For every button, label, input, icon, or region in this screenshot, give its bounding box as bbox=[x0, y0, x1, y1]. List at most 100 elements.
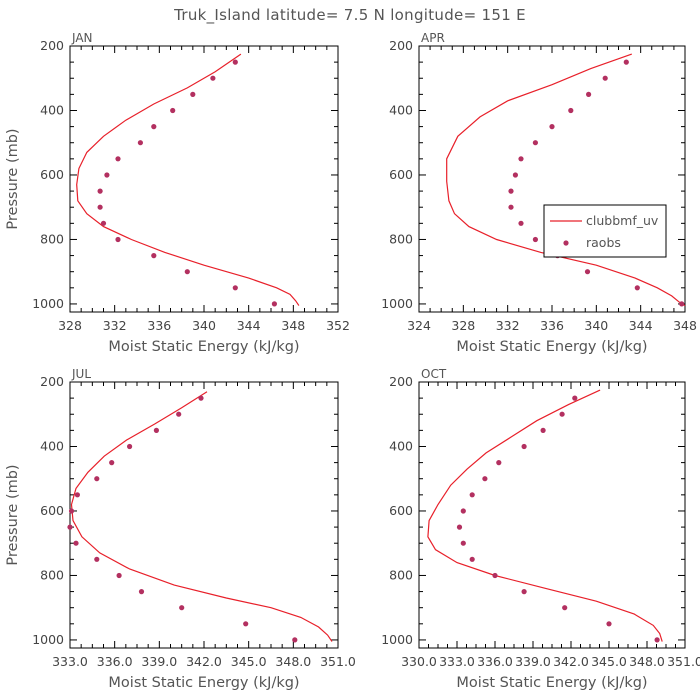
x-tick-label: 339.0 bbox=[515, 654, 551, 669]
obs-point bbox=[586, 91, 592, 97]
legend-label-obs: raobs bbox=[586, 235, 621, 250]
obs-point bbox=[94, 476, 100, 482]
panel-label: APR bbox=[421, 31, 445, 45]
y-tick-label: 1000 bbox=[32, 296, 64, 311]
legend-point-swatch bbox=[563, 240, 569, 246]
obs-point bbox=[198, 395, 204, 401]
obs-point bbox=[540, 427, 546, 433]
y-tick-label: 800 bbox=[389, 567, 413, 582]
x-tick-label: 340 bbox=[192, 318, 216, 333]
obs-point bbox=[572, 395, 578, 401]
obs-point bbox=[137, 140, 143, 146]
y-tick-label: 1000 bbox=[381, 296, 413, 311]
y-tick-label: 600 bbox=[389, 503, 413, 518]
x-tick-label: 330.0 bbox=[401, 654, 437, 669]
obs-point bbox=[151, 253, 157, 259]
obs-point bbox=[460, 508, 466, 514]
obs-point bbox=[623, 59, 629, 65]
obs-point bbox=[521, 589, 527, 595]
obs-point bbox=[210, 75, 216, 81]
obs-point bbox=[460, 540, 466, 546]
obs-point bbox=[190, 91, 196, 97]
y-tick-label: 600 bbox=[389, 167, 413, 182]
panel-label: JAN bbox=[71, 31, 93, 45]
panel-jul: JUL 333.0 336.0 339.0 342.0 345.0 348.0 351.0 20… bbox=[5, 367, 356, 691]
x-tick-label: 336.0 bbox=[477, 654, 513, 669]
obs-point bbox=[115, 156, 121, 162]
obs-point bbox=[654, 637, 660, 643]
y-tick-label: 200 bbox=[389, 374, 413, 389]
x-tick-label: 332 bbox=[103, 318, 127, 333]
obs-point bbox=[74, 492, 80, 498]
x-tick-label: 333.0 bbox=[52, 654, 88, 669]
obs-point bbox=[532, 140, 539, 146]
plot-frame bbox=[69, 381, 339, 649]
x-tick-label: 348 bbox=[673, 318, 697, 333]
obs-point bbox=[469, 556, 475, 562]
x-tick-label: 344 bbox=[629, 318, 653, 333]
y-tick-label: 800 bbox=[40, 231, 64, 246]
model-series-line bbox=[70, 391, 333, 642]
obs-point bbox=[68, 508, 75, 514]
x-tick-label: 339.0 bbox=[141, 654, 177, 669]
plot-frame bbox=[418, 381, 686, 649]
x-axis-label: Moist Static Energy (kJ/kg) bbox=[456, 675, 647, 691]
y-tick-label: 400 bbox=[389, 102, 413, 117]
obs-point bbox=[243, 621, 249, 627]
y-tick-label: 200 bbox=[40, 38, 64, 53]
x-tick-label: 342.0 bbox=[553, 654, 589, 669]
x-tick-label: 336 bbox=[147, 318, 171, 333]
obs-point bbox=[109, 460, 115, 466]
obs-point bbox=[94, 556, 100, 562]
legend-box bbox=[543, 204, 667, 258]
y-tick-label: 400 bbox=[389, 438, 413, 453]
obs-point bbox=[518, 220, 524, 226]
y-tick-label: 1000 bbox=[381, 632, 413, 647]
obs-point bbox=[271, 301, 277, 307]
obs-point bbox=[492, 572, 498, 579]
x-tick-label: 328 bbox=[451, 318, 475, 333]
panels-group: JAN 328 332 336 340 344 348 352 200 400 600 800 1000… bbox=[5, 31, 700, 691]
x-tick-label: 336 bbox=[540, 318, 564, 333]
obs-point bbox=[679, 301, 685, 307]
obs-point bbox=[568, 107, 574, 114]
obs-point bbox=[602, 75, 608, 81]
obs-point bbox=[549, 124, 555, 130]
obs-point bbox=[508, 188, 514, 194]
y-tick-label: 800 bbox=[40, 567, 64, 582]
obs-point bbox=[176, 411, 182, 417]
obs-point bbox=[232, 285, 238, 291]
obs-point bbox=[456, 524, 463, 530]
obs-point bbox=[127, 443, 133, 450]
obs-point bbox=[508, 204, 514, 210]
x-tick-label: 351.0 bbox=[667, 654, 700, 669]
x-tick-label: 352 bbox=[326, 318, 350, 333]
y-tick-label: 200 bbox=[389, 38, 413, 53]
obs-point bbox=[559, 411, 565, 417]
y-tick-label: 400 bbox=[40, 438, 64, 453]
x-tick-label: 348.0 bbox=[275, 654, 311, 669]
model-series-line bbox=[427, 389, 663, 642]
x-tick-label: 348.0 bbox=[629, 654, 665, 669]
obs-point bbox=[100, 220, 107, 226]
x-tick-label: 344 bbox=[237, 318, 261, 333]
obs-point bbox=[482, 476, 488, 482]
x-tick-label: 324 bbox=[407, 318, 431, 333]
y-axis-label: Pressure (mb) bbox=[5, 128, 21, 229]
obs-point bbox=[170, 107, 176, 114]
obs-point bbox=[496, 460, 502, 466]
x-tick-label: 342.0 bbox=[186, 654, 222, 669]
x-tick-label: 333.0 bbox=[439, 654, 475, 669]
y-tick-label: 400 bbox=[40, 102, 64, 117]
y-axis-label: Pressure (mb) bbox=[5, 464, 21, 565]
obs-point bbox=[179, 605, 185, 611]
obs-point bbox=[634, 285, 640, 291]
y-tick-label: 200 bbox=[40, 374, 64, 389]
y-tick-label: 800 bbox=[389, 231, 413, 246]
x-tick-label: 332 bbox=[496, 318, 520, 333]
y-tick-label: 600 bbox=[40, 503, 64, 518]
panel-label: JUL bbox=[71, 367, 91, 381]
obs-point bbox=[67, 524, 73, 530]
